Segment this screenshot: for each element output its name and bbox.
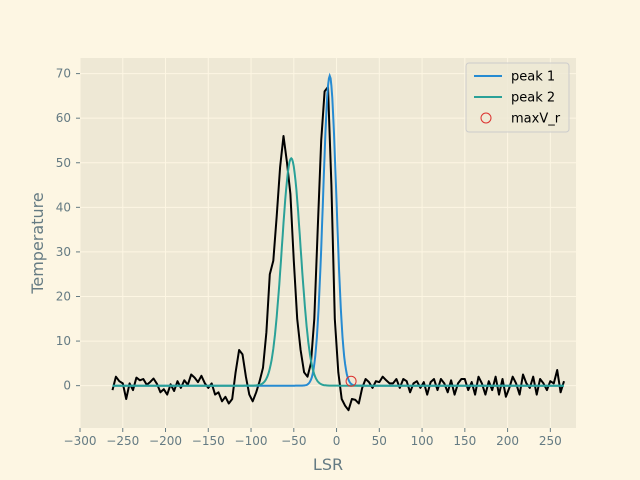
- maxV_r-marker: [345, 375, 357, 387]
- y-axis-label: Temperature: [28, 192, 47, 294]
- y-tick-label: 30: [56, 245, 71, 259]
- x-tick-label: 150: [453, 434, 476, 448]
- y-tick-label: 60: [56, 111, 71, 125]
- x-axis-label: LSR: [313, 455, 343, 474]
- x-tick-label: −50: [281, 434, 306, 448]
- x-tick-label: −250: [106, 434, 139, 448]
- y-tick-label: 10: [56, 334, 71, 348]
- legend-label: peak 2: [511, 91, 555, 106]
- legend-label: maxV_r: [511, 112, 561, 127]
- x-tick-label: −100: [235, 434, 268, 448]
- legend-label: peak 1: [511, 70, 555, 85]
- x-tick-label: 0: [333, 434, 341, 448]
- legend-box: [465, 62, 570, 133]
- grid: [79, 58, 576, 428]
- ticks-layer: −300 −250 −200 −150 −100 −50 0 50 100 150 200 250 0 1…: [56, 67, 562, 448]
- y-tick-label: 20: [56, 289, 71, 303]
- x-tick-label: −300: [64, 434, 97, 448]
- x-tick-label: 200: [496, 434, 519, 448]
- x-tick-label: −200: [149, 434, 182, 448]
- peak-2-line: [112, 156, 564, 387]
- y-tick-label: 70: [56, 67, 71, 81]
- x-tick-label: −150: [192, 434, 225, 448]
- series-layer: [111, 72, 565, 412]
- y-tick-label: 0: [63, 379, 71, 393]
- legend-swatch-maxV_r: [480, 112, 492, 124]
- x-tick-label: 50: [372, 434, 387, 448]
- y-tick-label: 50: [56, 156, 71, 170]
- y-tick-label: 40: [56, 200, 71, 214]
- legend: peak 1 peak 2 maxV_r: [465, 62, 570, 133]
- x-tick-label: 250: [539, 434, 562, 448]
- x-tick-label: 100: [411, 434, 434, 448]
